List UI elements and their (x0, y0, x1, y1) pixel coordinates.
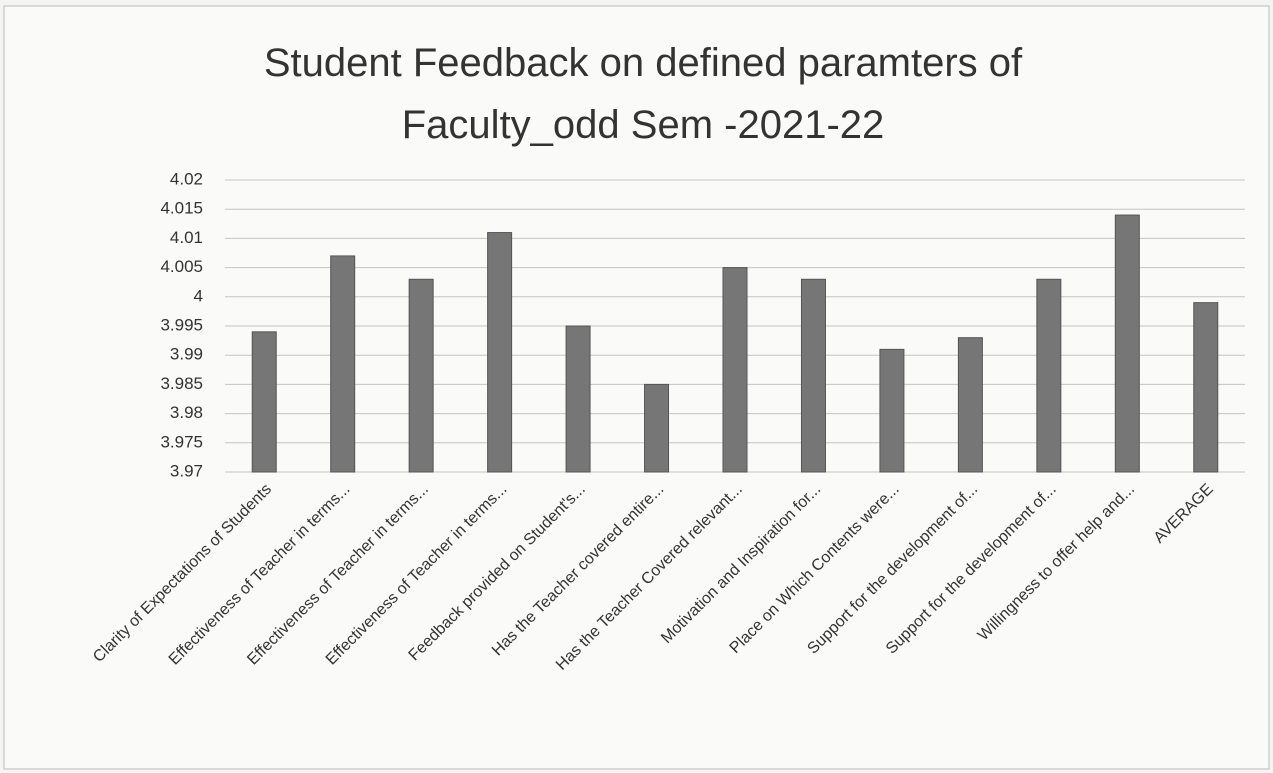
bar (1114, 214, 1140, 473)
y-tick-label: 3.975 (160, 432, 203, 451)
bar (251, 331, 277, 473)
bar (644, 383, 670, 473)
chart-title: Student Feedback on defined paramters of (264, 41, 1023, 85)
y-tick-label: 4 (194, 286, 203, 305)
y-tick-label: 4.02 (170, 169, 203, 188)
bar (1193, 302, 1219, 473)
y-tick-label: 4.015 (160, 199, 203, 218)
y-tick-label: 3.98 (170, 403, 203, 422)
y-tick-label: 4.005 (160, 257, 203, 276)
bar (800, 278, 826, 473)
bar (330, 255, 356, 473)
y-tick-label: 3.985 (160, 374, 203, 393)
y-tick-label: 3.995 (160, 315, 203, 334)
y-tick-label: 3.97 (170, 461, 203, 480)
bar (1036, 278, 1062, 473)
bar (487, 232, 513, 473)
bar (722, 267, 748, 473)
bar (408, 278, 434, 473)
bar (565, 325, 591, 473)
y-tick-label: 4.01 (170, 228, 203, 247)
y-tick-label: 3.99 (170, 345, 203, 364)
bar (879, 348, 905, 473)
bar (957, 337, 983, 473)
chart-title: Faculty_odd Sem -2021-22 (402, 103, 885, 147)
